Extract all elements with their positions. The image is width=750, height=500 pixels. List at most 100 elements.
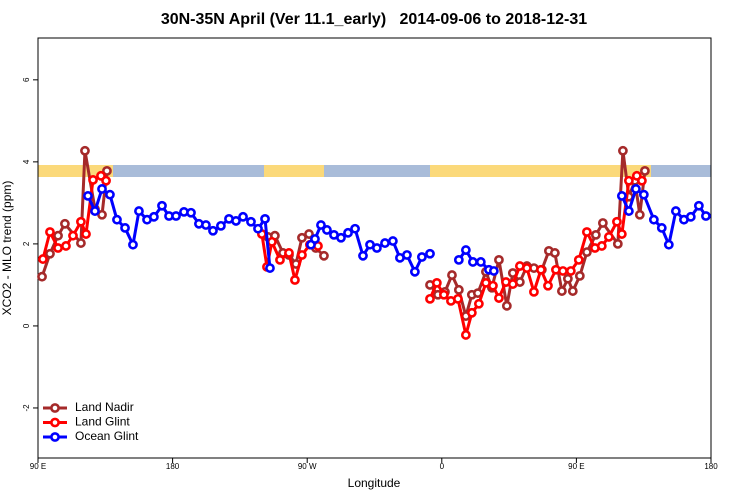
data-point (616, 229, 627, 239)
data-point (53, 230, 63, 241)
data-point (409, 266, 420, 277)
data-point (468, 257, 478, 267)
data-point (371, 243, 382, 253)
data-point (425, 248, 435, 259)
data-point (310, 234, 320, 244)
data-point (466, 307, 477, 318)
data-point (618, 145, 628, 156)
data-point (581, 227, 592, 237)
data-point (253, 223, 263, 234)
data-point (38, 254, 48, 264)
data-point (387, 236, 398, 246)
y-tick-label: 6 (22, 77, 31, 82)
data-point (634, 209, 645, 220)
data-point (701, 211, 711, 221)
data-point (45, 248, 55, 259)
legend-marker (50, 403, 60, 413)
legend-marker (50, 432, 60, 442)
data-point (120, 223, 130, 233)
data-point (670, 206, 681, 216)
data-point (438, 289, 449, 300)
data-point (316, 220, 326, 230)
data-point (638, 189, 649, 200)
data-point (623, 175, 634, 186)
data-point (475, 257, 486, 267)
y-tick-label: 2 (22, 241, 31, 246)
y-tick-label: 0 (22, 323, 31, 328)
data-point (567, 286, 578, 296)
data-point (171, 211, 181, 221)
data-point (83, 191, 93, 201)
data-point (562, 273, 573, 284)
data-point (453, 254, 464, 265)
data-point (501, 300, 512, 311)
land-band (38, 165, 113, 177)
data-point (590, 229, 601, 240)
data-point (304, 229, 314, 239)
data-point (319, 250, 329, 261)
data-point (494, 254, 504, 265)
data-point (53, 243, 63, 253)
data-point (417, 252, 427, 262)
data-point (60, 218, 70, 229)
data-point (637, 175, 647, 186)
data-point (208, 225, 218, 236)
data-point (186, 207, 196, 218)
plot-frame (37, 37, 712, 459)
y-tick-label: -2 (22, 404, 31, 412)
data-point (336, 232, 346, 243)
data-point (101, 175, 111, 186)
x-axis-label: Longitude (348, 476, 401, 490)
data-point (134, 206, 144, 216)
legend-marker (50, 417, 60, 428)
chart-title: 30N-35N April (Ver 11.1_early) 2014-09-0… (161, 11, 587, 28)
x-tick-label: 90 E (568, 462, 584, 471)
data-point (549, 248, 560, 258)
data-point (648, 214, 659, 225)
data-point (494, 293, 504, 303)
data-point (343, 227, 353, 238)
data-point (612, 238, 623, 249)
data-point (97, 209, 107, 220)
data-point (81, 229, 91, 239)
data-point (521, 263, 532, 273)
data-point (558, 266, 568, 276)
data-point (284, 248, 294, 258)
data-point (68, 230, 78, 241)
data-point (128, 239, 138, 250)
data-point (685, 211, 696, 222)
series (83, 184, 711, 277)
data-point (112, 214, 122, 225)
data-point (358, 250, 368, 261)
data-point (260, 213, 270, 224)
land-band (264, 165, 324, 177)
data-point (616, 191, 627, 201)
data-point (556, 286, 567, 296)
legend-label: Ocean Glint (75, 429, 139, 443)
data-point (453, 293, 463, 304)
data-point (149, 211, 159, 222)
data-point (431, 277, 442, 288)
data-point (290, 275, 300, 285)
data-point (529, 286, 539, 297)
data-point (473, 298, 484, 309)
y-tick-label: 4 (22, 159, 31, 164)
data-point (656, 223, 667, 233)
legend-label: Land Glint (75, 415, 130, 429)
data-point (663, 239, 674, 250)
data-point (45, 227, 55, 237)
data-point (447, 270, 457, 280)
data-point (623, 206, 634, 216)
data-point (216, 220, 226, 231)
data-point (597, 218, 608, 228)
data-point (573, 254, 584, 265)
data-point (536, 264, 546, 275)
x-tick-label: 90 W (298, 462, 317, 471)
data-point (97, 184, 107, 194)
data-point (402, 250, 412, 260)
data-point (488, 280, 498, 291)
data-point (37, 271, 47, 282)
data-point (581, 247, 592, 258)
